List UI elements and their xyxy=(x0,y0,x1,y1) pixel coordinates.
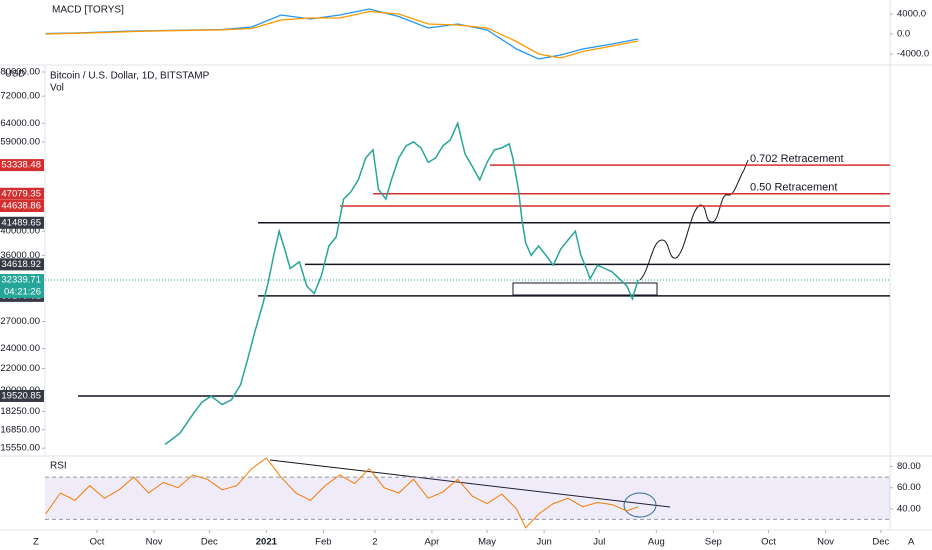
x-tick-label: Nov xyxy=(146,537,163,548)
corner-right[interactable]: A xyxy=(908,537,915,548)
level-label: 19520.85 xyxy=(1,390,41,401)
x-tick-label: Jun xyxy=(536,537,551,548)
projection-path xyxy=(639,159,749,281)
y-tick-label: 24000.00 xyxy=(0,343,40,354)
x-tick-label: Aug xyxy=(648,537,665,548)
symbol-title: Bitcoin / U.S. Dollar, 1D, BITSTAMP xyxy=(50,71,210,82)
level-badge xyxy=(0,187,44,200)
x-tick-label: Apr xyxy=(425,537,440,548)
x-tick-label: Dec xyxy=(201,537,218,548)
macd-tick-label: 0.0 xyxy=(897,29,910,40)
x-tick-label: Oct xyxy=(761,537,776,548)
level-label: 53338.48 xyxy=(1,160,41,171)
y-tick-label: 59000.00 xyxy=(0,136,40,147)
y-tick-label: 15550.00 xyxy=(0,443,40,454)
vol-label: Vol xyxy=(50,83,64,94)
macd-tick-label: -4000.0 xyxy=(897,49,929,60)
last-price-label: 32339.71 xyxy=(1,275,41,286)
y-tick-label: 80000.00 xyxy=(0,66,40,77)
x-tick-label: May xyxy=(478,537,496,548)
level-badge xyxy=(0,258,44,271)
annotation: 0.50 Retracement xyxy=(750,182,837,194)
y-tick-label: 72000.00 xyxy=(0,91,40,102)
y-tick-label: 16850.00 xyxy=(0,424,40,435)
rsi-tick-label: 60.00 xyxy=(897,482,921,493)
price-line xyxy=(164,120,639,446)
level-label: 41489.65 xyxy=(1,217,41,228)
countdown: 04:21:26 xyxy=(4,287,41,298)
x-tick-label: Feb xyxy=(315,537,331,548)
corner-left[interactable]: Z xyxy=(33,537,39,548)
y-tick-label: 27000.00 xyxy=(0,316,40,327)
last-price-badge xyxy=(0,274,44,299)
rsi-band xyxy=(45,477,890,520)
level-badge xyxy=(0,199,44,212)
x-tick-label: 2021 xyxy=(256,537,278,548)
macd-title: MACD [TORYS] xyxy=(52,5,124,16)
x-tick-label: Jul xyxy=(593,537,605,548)
currency: USD xyxy=(5,69,25,80)
level-badge xyxy=(0,159,44,172)
rsi-tick-label: 40.00 xyxy=(897,503,921,514)
annotation: 0.702 Retracement xyxy=(750,153,844,165)
level-label: 34618.92 xyxy=(1,259,41,270)
x-tick-label: Sep xyxy=(705,537,722,548)
y-tick-label: 18250.00 xyxy=(0,406,40,417)
macd-line xyxy=(45,10,639,59)
x-tick-label: Nov xyxy=(817,537,834,548)
y-tick-label: 36000.00 xyxy=(0,250,40,261)
level-label: 47079.35 xyxy=(1,188,41,199)
x-tick-label: Dec xyxy=(872,537,889,548)
rsi-trendline xyxy=(269,459,671,508)
level-label: 44638.86 xyxy=(1,200,41,211)
rsi-tick-label: 80.00 xyxy=(897,461,921,472)
rsi-line xyxy=(45,457,639,529)
y-tick-label: 40000.00 xyxy=(0,226,40,237)
y-tick-label: 22000.00 xyxy=(0,363,40,374)
range-box xyxy=(512,282,658,296)
level-badge xyxy=(0,389,44,402)
x-tick-label: 2 xyxy=(372,537,377,548)
level-badge xyxy=(0,216,44,229)
x-tick-label: Oct xyxy=(90,537,105,548)
y-tick-label: 64000.00 xyxy=(0,118,40,129)
rsi-title: RSI xyxy=(50,461,67,472)
rsi-circle xyxy=(623,492,657,518)
macd-tick-label: 4000.0 xyxy=(897,9,926,20)
